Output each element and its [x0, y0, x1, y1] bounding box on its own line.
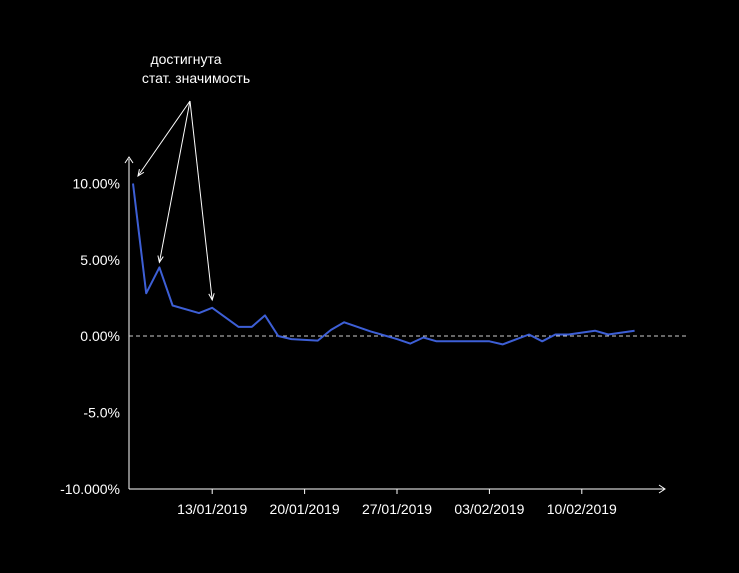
annotation: достигнута стат. значимость — [142, 51, 250, 86]
annotation-arrowhead — [137, 169, 145, 178]
y-tick-label: -5.0% — [83, 404, 120, 420]
annotation-arrow — [137, 100, 191, 177]
x-tick-label: 27/01/2019 — [362, 501, 432, 517]
x-axis-arrow — [658, 484, 666, 494]
y-axis-arrow — [124, 156, 134, 164]
y-tick-label: 5.00% — [80, 252, 120, 268]
y-tick-label: 0.00% — [80, 328, 120, 344]
annotation-line-1: достигнута — [150, 51, 221, 67]
annotation-arrowhead — [157, 255, 164, 264]
x-axis-ticks: 13/01/2019 20/01/2019 27/01/2019 03/02/2019… — [177, 489, 617, 517]
series-line — [132, 183, 635, 346]
y-tick-label: 10.00% — [73, 176, 120, 192]
series — [132, 183, 635, 346]
y-tick-label: -10.000% — [60, 481, 120, 497]
annotation-arrow — [158, 100, 191, 263]
annotation-line-2: стат. значимость — [142, 70, 250, 86]
x-tick-label: 20/01/2019 — [270, 501, 340, 517]
x-tick-label: 13/01/2019 — [177, 501, 247, 517]
x-tick-label: 03/02/2019 — [454, 501, 524, 517]
annotation-arrows — [137, 100, 215, 302]
axes — [124, 156, 666, 494]
annotation-arrowhead — [208, 293, 215, 302]
y-axis-ticks: 10.00% 5.00% 0.00% -5.0% -10.000% — [60, 176, 120, 498]
x-tick-label: 10/02/2019 — [547, 501, 617, 517]
annotation-arrow — [189, 100, 213, 301]
